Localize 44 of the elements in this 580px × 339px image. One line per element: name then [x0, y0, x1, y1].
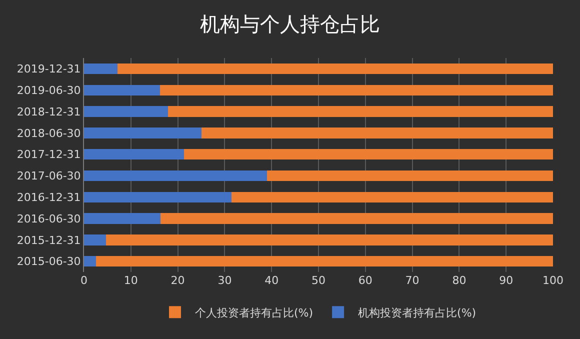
bar: [266, 170, 553, 182]
x-tick-label: 60: [358, 274, 372, 287]
y-tick-label: 2016-12-31: [16, 190, 81, 204]
y-tick-label: 2017-12-31: [16, 148, 81, 162]
y-tick-label: 2019-06-30: [16, 84, 81, 97]
bar: [84, 84, 160, 96]
x-tick-label: 90: [499, 274, 514, 287]
y-tick-label: 2018-06-30: [16, 126, 81, 140]
bar: [168, 106, 553, 117]
y-tick-label: 2019-12-31: [16, 62, 81, 76]
bar: [160, 84, 553, 96]
bar: [117, 63, 553, 74]
y-tick-label: 2017-06-30: [16, 170, 81, 183]
bar: [84, 170, 267, 182]
x-tick-label: 50: [312, 274, 326, 287]
y-tick-label: 2018-12-31: [16, 105, 81, 118]
y-tick-label: 2015-12-31: [16, 234, 81, 247]
x-tick-label: 30: [218, 274, 232, 287]
y-tick-label: 2015-06-30: [16, 255, 81, 268]
bar: [84, 106, 168, 117]
x-tick-label: 70: [405, 274, 420, 287]
bar: [84, 256, 96, 267]
bar: [96, 256, 553, 267]
chart-title: 机构与个人持仓占比: [200, 12, 380, 36]
bar: [84, 234, 106, 246]
bar: [202, 128, 553, 138]
bar: [160, 213, 553, 224]
bar: [184, 148, 553, 160]
bar: [84, 63, 118, 74]
x-tick-label: 0: [80, 274, 88, 287]
y-tick-label: 2016-06-30: [16, 212, 81, 226]
x-tick-label: 80: [452, 274, 466, 287]
x-tick-label: 10: [124, 274, 138, 287]
x-tick-label: 40: [264, 274, 279, 287]
x-tick-label: 100: [542, 274, 564, 287]
bar: [84, 128, 202, 138]
bar: [106, 234, 553, 246]
bar: [84, 192, 232, 202]
x-tick-label: 20: [170, 274, 185, 287]
bar: [84, 213, 160, 224]
legend-label: 机构投资者持有占比(%): [358, 306, 476, 320]
bar: [84, 148, 184, 160]
legend-label: 个人投资者持有占比(%): [195, 306, 314, 320]
bar: [232, 192, 553, 202]
